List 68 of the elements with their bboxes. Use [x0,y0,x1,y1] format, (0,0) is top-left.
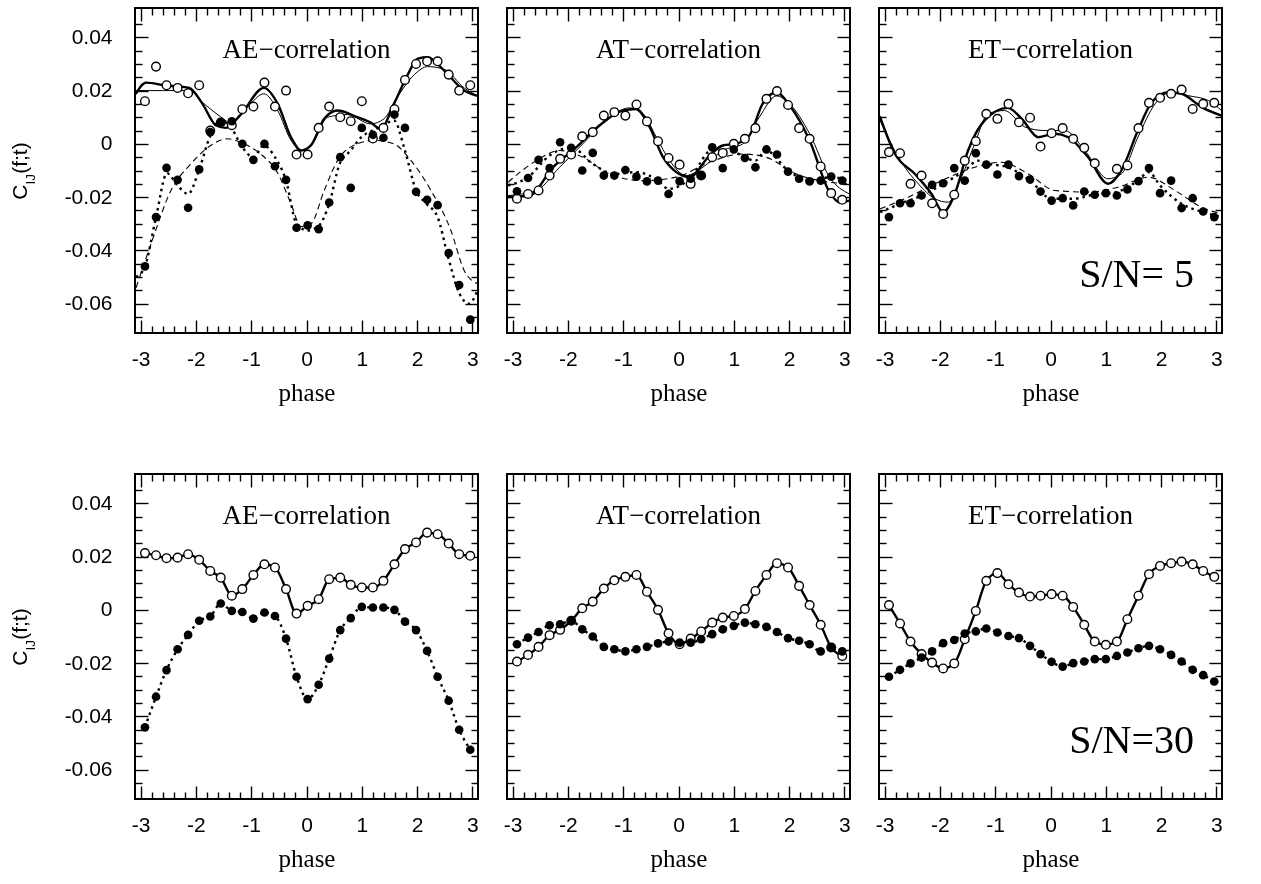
x-tick-label: 3 [1211,812,1223,836]
y-tick-label: 0 [100,597,113,621]
y-tick-label: -0.06 [64,757,113,781]
x-tick-label: 1 [728,812,741,836]
text: ET−correlation [967,34,1134,64]
x-axis-title: phase [650,844,708,872]
y-tick-label: 0 [100,131,113,155]
x-tick-label: 3 [467,346,479,370]
x-tick-label: 2 [1155,812,1168,836]
x-tick-label: 1 [356,812,369,836]
x-axis-title: phase [278,844,336,872]
x-tick-label: 1 [1100,812,1113,836]
x-tick-label: -1 [242,346,262,370]
x-tick-label: -1 [614,346,634,370]
x-tick-label: 1 [1100,346,1113,370]
x-tick-label: -3 [131,812,151,836]
x-tick-label: -3 [875,812,895,836]
x-tick-label: -1 [986,812,1006,836]
y-tick-label: -0.02 [64,184,113,208]
text: AT−correlation [595,34,762,64]
x-tick-label: 2 [411,812,424,836]
y-tick-label: -0.02 [64,650,113,674]
x-tick-label: -3 [131,346,151,370]
x-tick-label: -3 [503,812,523,836]
x-tick-label: -2 [931,346,950,370]
y-tick-label: 0.02 [71,78,113,102]
x-tick-label: -3 [503,346,523,370]
x-tick-label: 2 [783,346,796,370]
x-tick-label: 3 [839,812,851,836]
annotation: S/N=30 [1069,717,1194,762]
y-tick-label: -0.04 [64,703,113,727]
x-axis-title: phase [1022,844,1080,872]
y-tick-label: 0.04 [71,490,113,514]
y-tick-label: -0.06 [64,291,113,315]
text: AE−correlation [222,500,392,530]
x-axis-title: phase [278,378,336,406]
text: AT−correlation [595,500,762,530]
text: ET−correlation [967,500,1134,530]
x-tick-label: 1 [728,346,741,370]
x-tick-label: 0 [1045,346,1057,370]
y-tick-label: -0.04 [64,237,113,261]
x-tick-label: -1 [242,812,262,836]
x-axis-title: phase [1022,378,1080,406]
x-tick-label: 2 [1155,346,1168,370]
x-tick-label: 0 [673,812,685,836]
x-tick-label: -3 [875,346,895,370]
x-tick-label: -2 [931,812,950,836]
x-tick-label: -1 [986,346,1006,370]
annotation: S/N= 5 [1079,251,1194,296]
x-tick-label: 1 [356,346,369,370]
x-tick-label: 0 [673,346,685,370]
x-axis-title: phase [650,378,708,406]
x-tick-label: -2 [187,346,206,370]
x-tick-label: -2 [187,812,206,836]
x-tick-label: -2 [559,812,578,836]
y-tick-label: 0.04 [71,24,113,48]
x-tick-label: 0 [301,812,313,836]
x-tick-label: 2 [783,812,796,836]
x-tick-label: 3 [467,812,479,836]
text: AE−correlation [222,34,392,64]
x-tick-label: 3 [1211,346,1223,370]
x-tick-label: 3 [839,346,851,370]
x-tick-label: -2 [559,346,578,370]
x-tick-label: 0 [1045,812,1057,836]
y-tick-label: 0.02 [71,544,113,568]
x-tick-label: 0 [301,346,313,370]
x-tick-label: 2 [411,346,424,370]
x-tick-label: -1 [614,812,634,836]
